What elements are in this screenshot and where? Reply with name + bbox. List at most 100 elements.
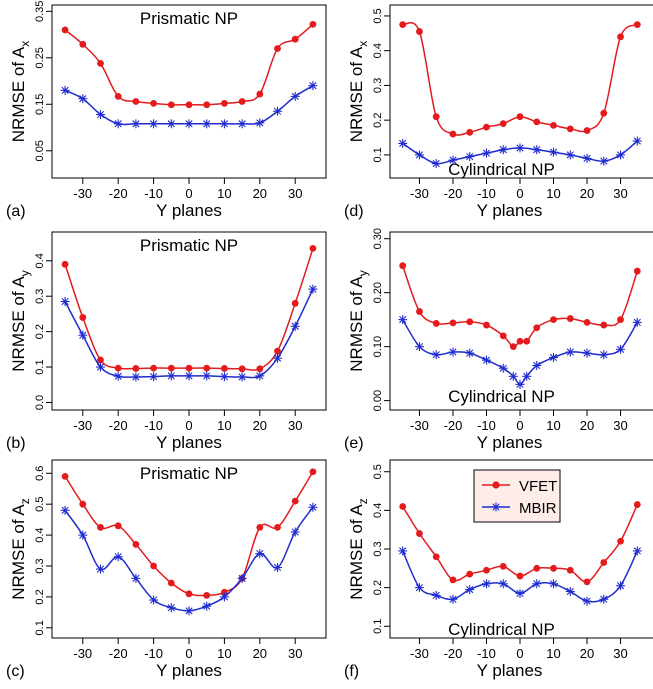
x-tick-label: 30	[288, 418, 302, 433]
y-axis-label-var: A	[9, 504, 28, 516]
data-point-vfet	[416, 308, 423, 315]
data-point-vfet	[523, 337, 531, 345]
data-point-mbir	[414, 150, 424, 160]
y-tick-label: 0.15	[34, 94, 46, 115]
y-axis-label-prefix: NRMSE of	[347, 58, 366, 142]
data-point-mbir	[549, 147, 559, 157]
legend-mbir-star-stroke	[492, 503, 500, 511]
data-point-mbir	[431, 159, 441, 169]
data-point-mbir	[166, 371, 176, 381]
x-tick-label: -30	[73, 186, 92, 201]
data-point-mbir	[78, 94, 88, 104]
data-point-mbir	[60, 85, 70, 95]
x-tick-label: 0	[516, 418, 523, 433]
x-tick-label: 10	[217, 418, 231, 433]
series-vfet	[61, 244, 317, 373]
data-point-mbir	[219, 592, 229, 602]
data-point-mbir	[481, 355, 491, 365]
y-tick-label: 0.5	[34, 497, 46, 512]
y-tick-label: 0.3	[372, 541, 384, 556]
x-tick-label: -10	[144, 646, 163, 661]
y-axis-label: NRMSE of Ay	[9, 270, 32, 371]
data-point-mbir	[166, 603, 176, 613]
data-point-vfet	[583, 578, 591, 586]
data-point-vfet	[238, 98, 246, 105]
y-tick-label: 0.3	[372, 78, 384, 93]
data-point-mbir	[515, 588, 525, 598]
data-point-vfet	[617, 316, 624, 324]
data-point-mbir	[565, 587, 575, 596]
data-point-mbir	[431, 350, 441, 360]
data-point-vfet	[633, 501, 641, 508]
y-tick-label: 0.4	[34, 253, 46, 268]
data-point-mbir	[95, 564, 105, 574]
data-point-vfet	[203, 591, 211, 599]
data-point-mbir	[616, 581, 626, 591]
data-point-vfet	[238, 365, 246, 373]
data-point-vfet	[256, 90, 264, 98]
data-point-mbir	[414, 342, 424, 352]
data-point-mbir	[549, 579, 559, 589]
x-tick-label: -20	[109, 646, 128, 661]
data-point-vfet	[291, 35, 299, 43]
x-tick-label: 0	[516, 646, 523, 661]
data-point-vfet	[61, 260, 69, 268]
data-point-vfet	[617, 537, 624, 545]
data-point-vfet	[432, 553, 440, 561]
y-tick-label: 0.2	[34, 324, 46, 339]
x-axis-label: Y planes	[477, 201, 543, 220]
x-tick-label: 10	[546, 186, 560, 201]
data-point-mbir	[431, 590, 441, 600]
data-point-vfet	[583, 318, 591, 326]
chart-title: Cylindrical NP	[448, 160, 555, 179]
legend-box	[473, 469, 561, 523]
y-tick-label: 0.2	[372, 113, 384, 128]
y-tick-label: 0.3	[34, 558, 46, 573]
y-axis-label-var: A	[9, 276, 28, 288]
data-point-mbir	[78, 530, 88, 540]
x-tick-label: -10	[477, 418, 496, 433]
chart-panel-5: -30 -20 -10 0 10 20 30 0.1 0.2 0.3 0.4 0.5 Y planes N…	[344, 459, 653, 680]
chart-title: Prismatic NP	[140, 9, 238, 28]
x-axis-label: Y planes	[156, 661, 222, 680]
y-tick-label: 0.1	[34, 359, 46, 374]
data-point-mbir	[202, 601, 212, 611]
data-point-mbir	[498, 363, 508, 373]
data-point-mbir	[290, 91, 300, 101]
data-point-mbir	[202, 371, 212, 381]
data-point-vfet	[416, 28, 423, 35]
y-axis-label-prefix: NRMSE of	[347, 288, 366, 372]
x-tick-label: 20	[253, 418, 267, 433]
x-tick-label: 30	[613, 646, 627, 661]
chart-panel-1: -30 -20 -10 0 10 20 30 0.0 0.1 0.2 0.3 0.4 Y planes N…	[6, 231, 327, 452]
x-tick-label: -20	[444, 186, 463, 201]
data-point-vfet	[449, 319, 457, 327]
chart-panel-4: -30 -20 -10 0 10 20 30 0.00 0.10 0.20 0.30 Y planes…	[344, 228, 653, 452]
data-point-mbir	[616, 344, 626, 354]
x-tick-label: 10	[546, 418, 560, 433]
data-point-vfet	[633, 21, 641, 29]
data-point-mbir	[616, 150, 626, 160]
x-tick-label: 0	[185, 418, 192, 433]
x-tick-label: -30	[73, 418, 92, 433]
data-point-vfet	[79, 40, 87, 48]
data-point-mbir	[184, 606, 194, 616]
data-point-vfet	[399, 262, 407, 270]
y-tick-label: 0.30	[372, 228, 384, 249]
chart-panel-2: -30 -20 -10 0 10 20 30 0.1 0.2 0.3 0.4 0.5 0.6 Y plan…	[6, 459, 327, 680]
plot-frame	[51, 4, 327, 179]
data-point-vfet	[550, 121, 557, 129]
y-axis-label-prefix: NRMSE of	[9, 516, 28, 600]
data-point-mbir	[219, 119, 229, 129]
y-tick-label: 0.4	[372, 503, 384, 518]
data-point-mbir	[498, 579, 508, 589]
x-axis-label: Y planes	[477, 433, 543, 452]
y-axis-label-var: A	[347, 276, 366, 288]
data-point-mbir	[582, 153, 592, 163]
data-point-mbir	[498, 145, 508, 155]
x-tick-label: -20	[109, 186, 128, 201]
y-tick-label: 0.4	[34, 527, 46, 542]
data-point-vfet	[509, 343, 517, 351]
series-vfet	[61, 468, 317, 599]
